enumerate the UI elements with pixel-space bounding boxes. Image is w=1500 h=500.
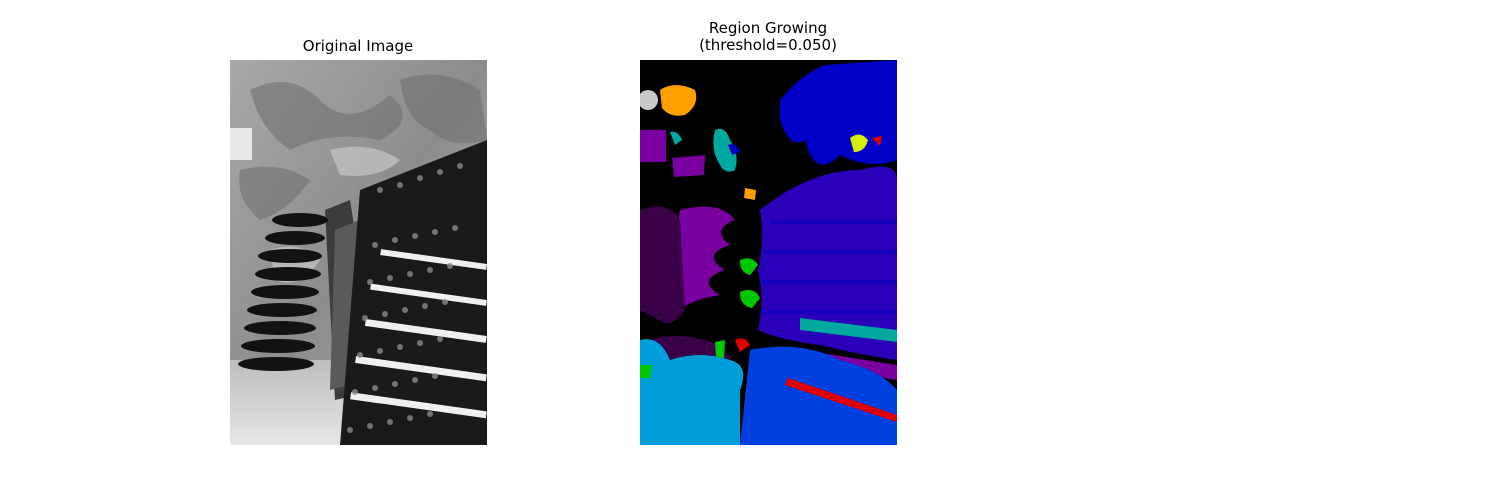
original-image-graphic xyxy=(230,60,487,445)
region-growing-image xyxy=(640,60,897,445)
original-image xyxy=(230,60,487,445)
region-growing-title-line1: Region Growing xyxy=(708,19,828,37)
region-growing-graphic xyxy=(640,60,897,445)
original-image-title: Original Image xyxy=(302,37,414,55)
region-growing-title: Region Growing (threshold=0.050) xyxy=(568,20,968,54)
region-growing-title-line2: (threshold=0.050) xyxy=(699,36,837,54)
